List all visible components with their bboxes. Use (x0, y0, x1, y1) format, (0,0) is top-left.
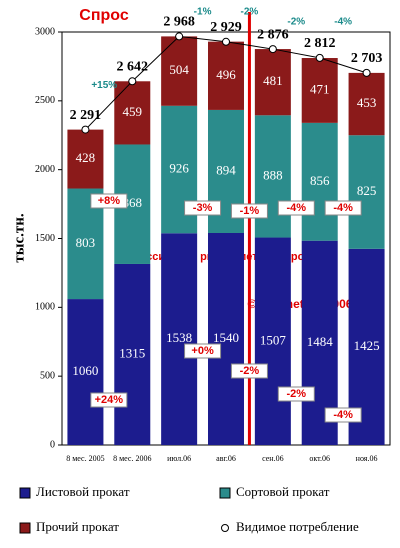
data-label: 1484 (307, 334, 334, 349)
data-label: 1538 (166, 330, 192, 345)
y-tick-label: 1500 (35, 233, 55, 244)
total-label: 2 968 (163, 15, 195, 30)
marker (222, 37, 230, 46)
total-change-label: -2% (287, 17, 305, 28)
x-tick-label: ноя.06 (356, 454, 378, 463)
bar-segment (67, 299, 104, 445)
data-label: 1315 (119, 345, 145, 360)
legend-label: Сортовой прокат (236, 484, 330, 499)
data-label: 1540 (213, 330, 239, 345)
y-tick-label: 500 (40, 370, 55, 381)
legend-label: Прочий прокат (36, 519, 119, 534)
x-tick-label: авг.06 (216, 454, 236, 463)
bar-segment (208, 41, 244, 110)
bar-segment (67, 129, 104, 189)
x-tick-label: июл.06 (167, 454, 191, 463)
data-label: 926 (169, 161, 189, 176)
legend-swatch (19, 522, 31, 534)
change-box (324, 200, 362, 216)
data-label: 1060 (72, 363, 98, 378)
chart-title: Спрос (79, 7, 129, 24)
data-label: 459 (123, 104, 143, 119)
change-label: -1% (240, 205, 260, 217)
data-label: 1425 (354, 338, 380, 353)
data-label: 481 (263, 73, 283, 88)
change-box (277, 200, 315, 216)
data-label: 888 (263, 167, 283, 182)
x-tick-label: окт.06 (309, 454, 330, 463)
change-label: +8% (98, 195, 121, 207)
total-change-label: -1% (194, 7, 212, 18)
bar-segment (301, 58, 338, 123)
y-axis-label: тыс.тн. (11, 213, 27, 262)
bar-segment (348, 72, 385, 136)
y-tick-label: 0 (50, 439, 55, 450)
total-label: 2 642 (117, 60, 149, 75)
change-box (184, 343, 222, 359)
data-label: 856 (310, 173, 330, 188)
y-tick-label: 2000 (35, 164, 55, 175)
bar-segment (348, 135, 385, 249)
y-tick-label: 2500 (35, 95, 55, 106)
data-label: 504 (169, 62, 189, 77)
bar-segment (161, 233, 198, 445)
bar-segment (254, 237, 291, 445)
total-label: 2 929 (210, 20, 242, 35)
change-box (184, 200, 222, 216)
change-label: -3% (193, 202, 213, 214)
change-label: -2% (240, 365, 260, 377)
legend-marker (221, 524, 229, 532)
marker (268, 45, 277, 54)
total-change-label: -4% (334, 17, 352, 28)
x-tick-label: 8 мес. 2005 (66, 454, 104, 463)
total-change-label: +15% (91, 80, 117, 91)
change-label: -4% (287, 202, 307, 214)
data-label: 496 (216, 67, 236, 82)
marker (315, 53, 324, 62)
marker (175, 32, 184, 41)
legend-swatch (219, 487, 231, 499)
bar-segment (301, 122, 338, 241)
data-label: 1507 (260, 332, 287, 347)
total-change-label: -2% (241, 7, 259, 18)
x-tick-label: сен.06 (262, 454, 283, 463)
change-label: -4% (333, 202, 353, 214)
y-tick-label: 1000 (35, 302, 55, 313)
change-label: -4% (333, 409, 353, 421)
x-tick-label: 8 мес. 2006 (113, 454, 151, 463)
legend-label: Листовой прокат (36, 484, 130, 499)
data-label: 803 (76, 235, 96, 250)
change-box (277, 386, 315, 402)
change-label: -2% (287, 388, 307, 400)
legend-swatch (19, 487, 31, 499)
change-box (90, 193, 128, 209)
marker (362, 68, 371, 77)
marker (128, 77, 137, 86)
y-tick-label: 3000 (35, 26, 55, 37)
legend-label: Видимое потребление (236, 519, 359, 534)
bar-segment (208, 232, 244, 445)
data-label: 428 (76, 150, 96, 165)
data-label: 453 (357, 95, 377, 110)
data-label: 825 (357, 183, 377, 198)
change-box (230, 203, 268, 219)
total-label: 2 812 (304, 36, 336, 51)
change-box (324, 407, 362, 423)
total-label: 2 876 (257, 27, 289, 42)
total-label: 2 703 (351, 51, 383, 66)
bar-segment (114, 263, 151, 445)
change-label: +0% (191, 345, 214, 357)
total-label: 2 291 (70, 108, 102, 123)
data-label: 868 (123, 195, 143, 210)
data-label: 471 (310, 81, 330, 96)
marker (81, 125, 90, 134)
bar-segment (254, 49, 291, 116)
change-box (230, 363, 268, 379)
change-box (90, 392, 128, 408)
bar-segment (114, 81, 151, 145)
change-label: +24% (95, 394, 124, 406)
data-label: 894 (216, 162, 236, 177)
